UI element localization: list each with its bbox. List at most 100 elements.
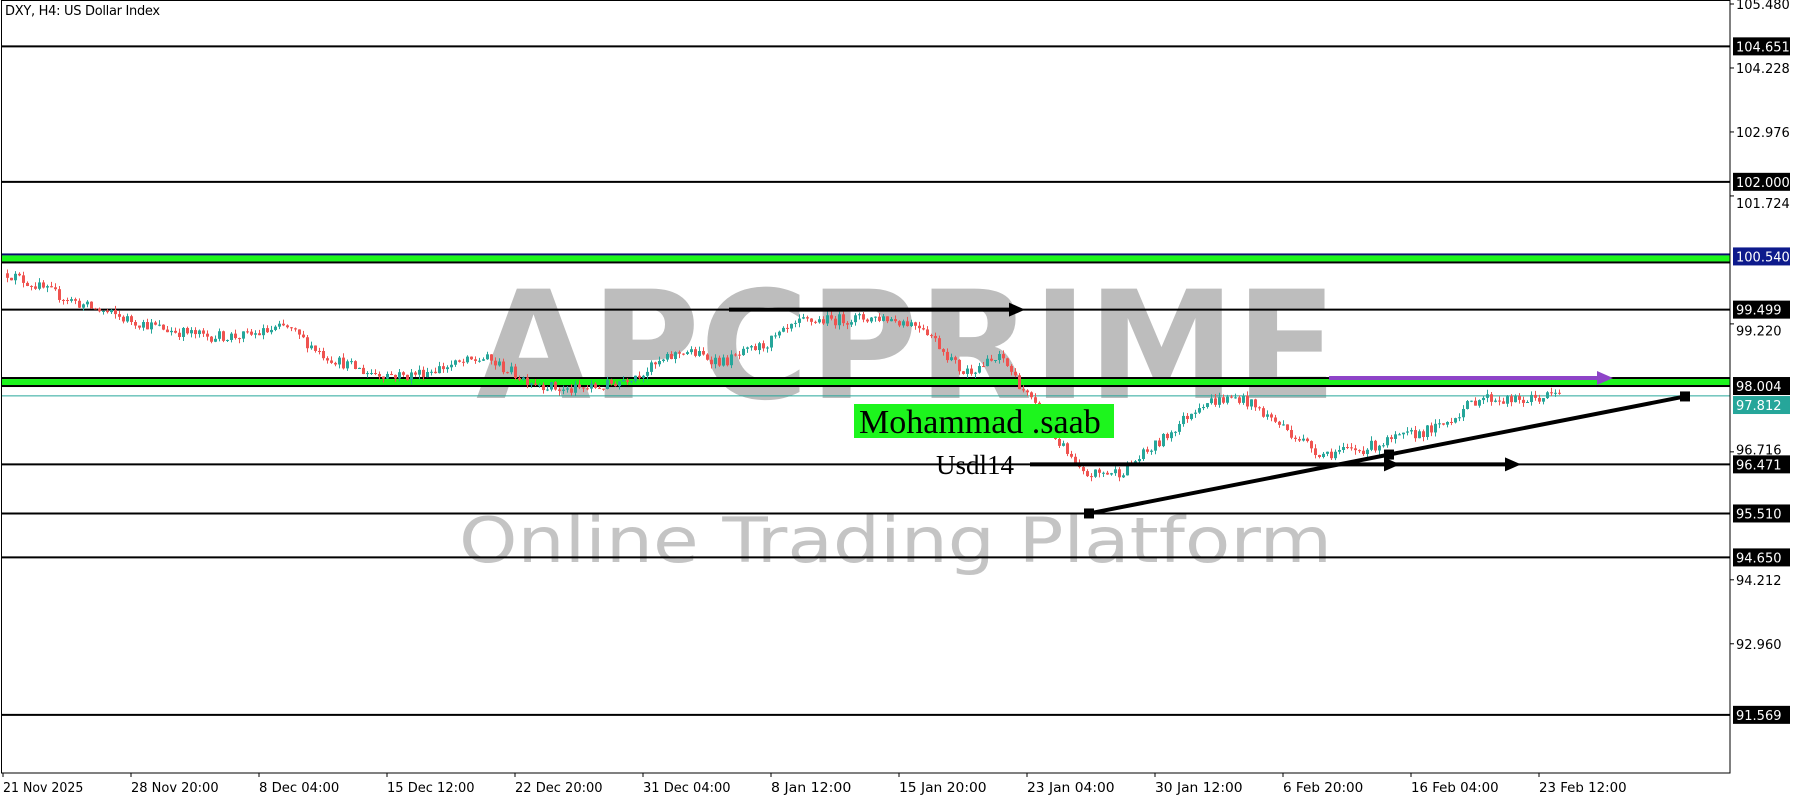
- candle-body: [34, 286, 37, 289]
- candle: [346, 359, 349, 371]
- candle: [126, 313, 129, 323]
- candle-body: [718, 357, 721, 366]
- candle: [910, 319, 913, 327]
- candle-body: [114, 309, 117, 315]
- candle: [22, 271, 25, 288]
- candle: [1034, 393, 1037, 406]
- candle: [1026, 389, 1029, 397]
- candle-body: [1354, 448, 1357, 451]
- candle: [1014, 368, 1017, 378]
- candle: [658, 356, 661, 367]
- candle: [310, 341, 313, 350]
- candle-body: [90, 301, 93, 309]
- candle: [694, 346, 697, 358]
- candle-body: [1506, 396, 1509, 404]
- candle: [1250, 399, 1253, 410]
- candle: [854, 313, 857, 326]
- drawings[interactable]: [729, 302, 1690, 519]
- candle: [1366, 448, 1369, 459]
- candle-body: [378, 373, 381, 377]
- candle-body: [998, 354, 1001, 360]
- candle-body: [1198, 408, 1201, 413]
- candle-body: [970, 368, 973, 374]
- candle: [942, 348, 945, 356]
- candle: [834, 315, 837, 329]
- candle: [26, 281, 29, 287]
- candle: [534, 379, 537, 386]
- candle-body: [1390, 437, 1393, 439]
- candle-body: [654, 362, 657, 365]
- arrowhead-icon: [1505, 457, 1521, 472]
- candle-body: [1206, 403, 1209, 407]
- candle: [1546, 391, 1549, 399]
- trendline-handle: [1384, 449, 1394, 460]
- candle: [430, 369, 433, 376]
- candle: [102, 310, 105, 315]
- current-price-tag-background: [1733, 396, 1790, 415]
- candle-body: [234, 333, 237, 339]
- candle: [574, 380, 577, 396]
- candle: [518, 375, 521, 382]
- candle: [78, 298, 81, 308]
- candle: [622, 376, 625, 382]
- candle-body: [1102, 472, 1105, 474]
- candle-body: [710, 359, 713, 365]
- candle-body: [630, 380, 633, 383]
- candle-body: [1342, 447, 1345, 450]
- candle: [1426, 425, 1429, 440]
- candle-body: [290, 327, 293, 329]
- candle: [950, 353, 953, 362]
- candle-body: [1098, 469, 1101, 473]
- price-axis[interactable]: 104.651102.000100.54099.49998.00496.4719…: [1730, 0, 1790, 724]
- candle-body: [1070, 453, 1073, 457]
- candle-body: [918, 325, 921, 329]
- candle: [170, 327, 173, 336]
- price-tick-label: 99.220: [1736, 325, 1782, 340]
- candle: [1522, 396, 1525, 407]
- candle: [1422, 429, 1425, 442]
- candle: [46, 284, 49, 293]
- candle-body: [482, 359, 485, 361]
- candle-body: [1534, 394, 1537, 398]
- candle: [1394, 431, 1397, 444]
- candle: [666, 352, 669, 362]
- candle-body: [1230, 396, 1233, 398]
- candle: [958, 359, 961, 375]
- candle: [286, 324, 289, 329]
- candle-body: [546, 389, 549, 391]
- candle: [1554, 389, 1557, 397]
- candle-body: [82, 304, 85, 308]
- candle: [970, 364, 973, 376]
- candle-body: [270, 329, 273, 333]
- candle-body: [978, 366, 981, 373]
- candle-body: [1370, 440, 1373, 450]
- candle: [614, 381, 617, 387]
- candle: [674, 351, 677, 364]
- candle: [174, 327, 177, 334]
- candle: [38, 278, 41, 291]
- candle: [1150, 449, 1153, 455]
- candle: [398, 368, 401, 382]
- time-axis[interactable]: 21 Nov 2025 28 Nov 20:00 8 Dec 04:00 15 Dec…: [2, 773, 1627, 796]
- candle: [1310, 440, 1313, 453]
- candle: [1178, 420, 1181, 435]
- candle-body: [1410, 430, 1413, 432]
- candle-body: [398, 372, 401, 379]
- candle: [566, 386, 569, 393]
- candle: [482, 357, 485, 362]
- candle: [686, 350, 689, 355]
- candle: [1362, 446, 1365, 456]
- candle-body: [1146, 449, 1149, 452]
- candle-body: [562, 389, 565, 391]
- candle-body: [1018, 375, 1021, 390]
- sub-label-text: Usdl14: [936, 450, 1015, 480]
- candle-body: [350, 361, 353, 363]
- candle-body: [6, 273, 9, 278]
- candle: [1398, 432, 1401, 436]
- candle: [826, 310, 829, 326]
- candle: [62, 299, 65, 305]
- candle: [106, 309, 109, 314]
- candle: [1378, 444, 1381, 455]
- candle: [978, 362, 981, 374]
